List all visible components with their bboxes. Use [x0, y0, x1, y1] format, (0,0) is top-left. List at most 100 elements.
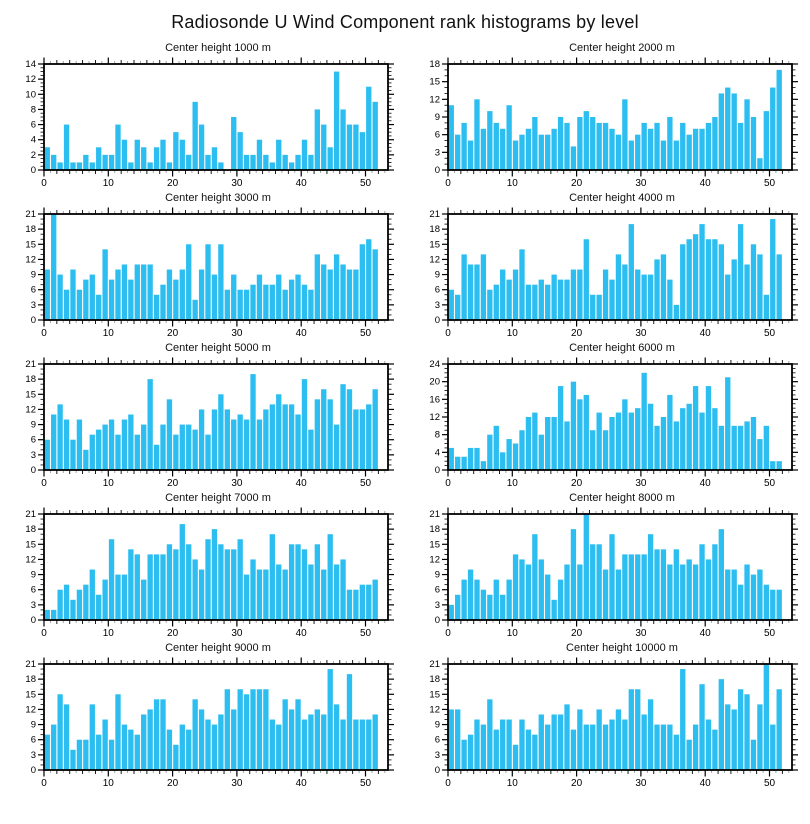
bar [776, 589, 782, 620]
bar [237, 539, 243, 620]
bar [680, 244, 686, 320]
panel-title: Center height 1000 m [165, 42, 271, 54]
bar [179, 139, 185, 170]
bar [231, 709, 237, 770]
bar [744, 264, 750, 320]
plot-frame [43, 663, 389, 771]
bar [256, 569, 263, 620]
bar [493, 425, 499, 470]
bar [160, 699, 166, 770]
x-tick-label: 10 [103, 628, 115, 639]
panel-title: Center height 8000 m [569, 492, 675, 504]
bar [372, 101, 378, 170]
y-tick-label: 3 [435, 147, 440, 158]
bar [525, 417, 532, 470]
bar [660, 549, 667, 620]
bar [147, 264, 153, 320]
bar [44, 269, 50, 320]
y-tick-label: 6 [31, 585, 36, 596]
bar [532, 412, 538, 470]
bar [660, 140, 667, 170]
x-tick-label: 20 [167, 478, 179, 489]
y-tick-label: 0 [31, 315, 36, 326]
bar [557, 117, 564, 170]
bar [63, 419, 70, 470]
y-tick-label: 6 [435, 285, 440, 296]
x-tick-label: 40 [296, 778, 308, 789]
bar [237, 689, 243, 770]
bar [141, 714, 147, 770]
bar [198, 269, 205, 320]
bar [757, 569, 763, 620]
bar [532, 534, 538, 620]
bar [641, 714, 647, 770]
bar [757, 254, 763, 320]
bar [250, 689, 256, 770]
y-axis-ticks: 0 4 8 12 16 20 24 [429, 359, 798, 476]
y-tick-label: 12 [429, 554, 440, 565]
y-tick-label: 3 [435, 600, 440, 611]
bar [321, 264, 327, 320]
bar [622, 554, 628, 620]
bar [519, 559, 525, 620]
bar [269, 284, 275, 320]
bar [686, 739, 692, 770]
bar [551, 128, 557, 170]
histogram-chart: 0 4 8 12 16 20 24 0 10 20 30 40 50 [429, 357, 798, 489]
bar [102, 579, 108, 620]
x-tick-label: 50 [360, 328, 372, 339]
bar [128, 549, 134, 620]
bar [237, 132, 243, 170]
bar [647, 128, 654, 170]
bar [545, 724, 551, 770]
bars [448, 372, 782, 470]
bar [615, 254, 622, 320]
bar [737, 689, 744, 770]
bar [218, 714, 224, 770]
bar [89, 162, 95, 170]
bar [340, 719, 346, 770]
histogram-panel: Center height 5000 m 0 3 6 9 12 15 18 21 0 10 20 30… [4, 341, 404, 489]
plot-frame [447, 363, 793, 471]
bar [372, 389, 378, 470]
plot-frame [43, 363, 389, 471]
bar [641, 372, 647, 470]
y-tick-label: 0 [435, 165, 440, 176]
bar [353, 124, 359, 170]
bar [96, 294, 102, 320]
bar [308, 564, 314, 620]
x-tick-label: 30 [635, 478, 647, 489]
bars [44, 374, 378, 470]
bar [596, 544, 602, 620]
bar [718, 425, 724, 470]
bar [76, 289, 83, 320]
y-tick-label: 18 [25, 374, 36, 385]
x-tick-label: 50 [764, 778, 776, 789]
bar [108, 279, 115, 320]
y-tick-label: 18 [429, 674, 440, 685]
histogram-panel: Center height 6000 m 0 4 8 12 16 20 24 0 10 20 30 4… [408, 341, 808, 489]
bar [737, 584, 744, 620]
bar [346, 589, 353, 620]
bar [231, 117, 237, 170]
bar [577, 269, 583, 320]
bar [538, 714, 544, 770]
x-tick-label: 0 [41, 478, 47, 489]
bar [263, 154, 269, 170]
bar [506, 579, 512, 620]
bar [83, 154, 89, 170]
bar [647, 699, 654, 770]
x-tick-label: 30 [635, 328, 647, 339]
bar [96, 594, 102, 620]
y-tick-label: 18 [429, 59, 440, 70]
bar [346, 124, 353, 170]
bar [718, 244, 724, 320]
bar [314, 709, 320, 770]
y-tick-label: 3 [31, 300, 36, 311]
x-tick-label: 10 [507, 628, 519, 639]
bar [353, 269, 359, 320]
bar [308, 154, 314, 170]
bar [725, 87, 731, 170]
y-tick-label: 21 [25, 209, 36, 220]
bar [224, 289, 230, 320]
